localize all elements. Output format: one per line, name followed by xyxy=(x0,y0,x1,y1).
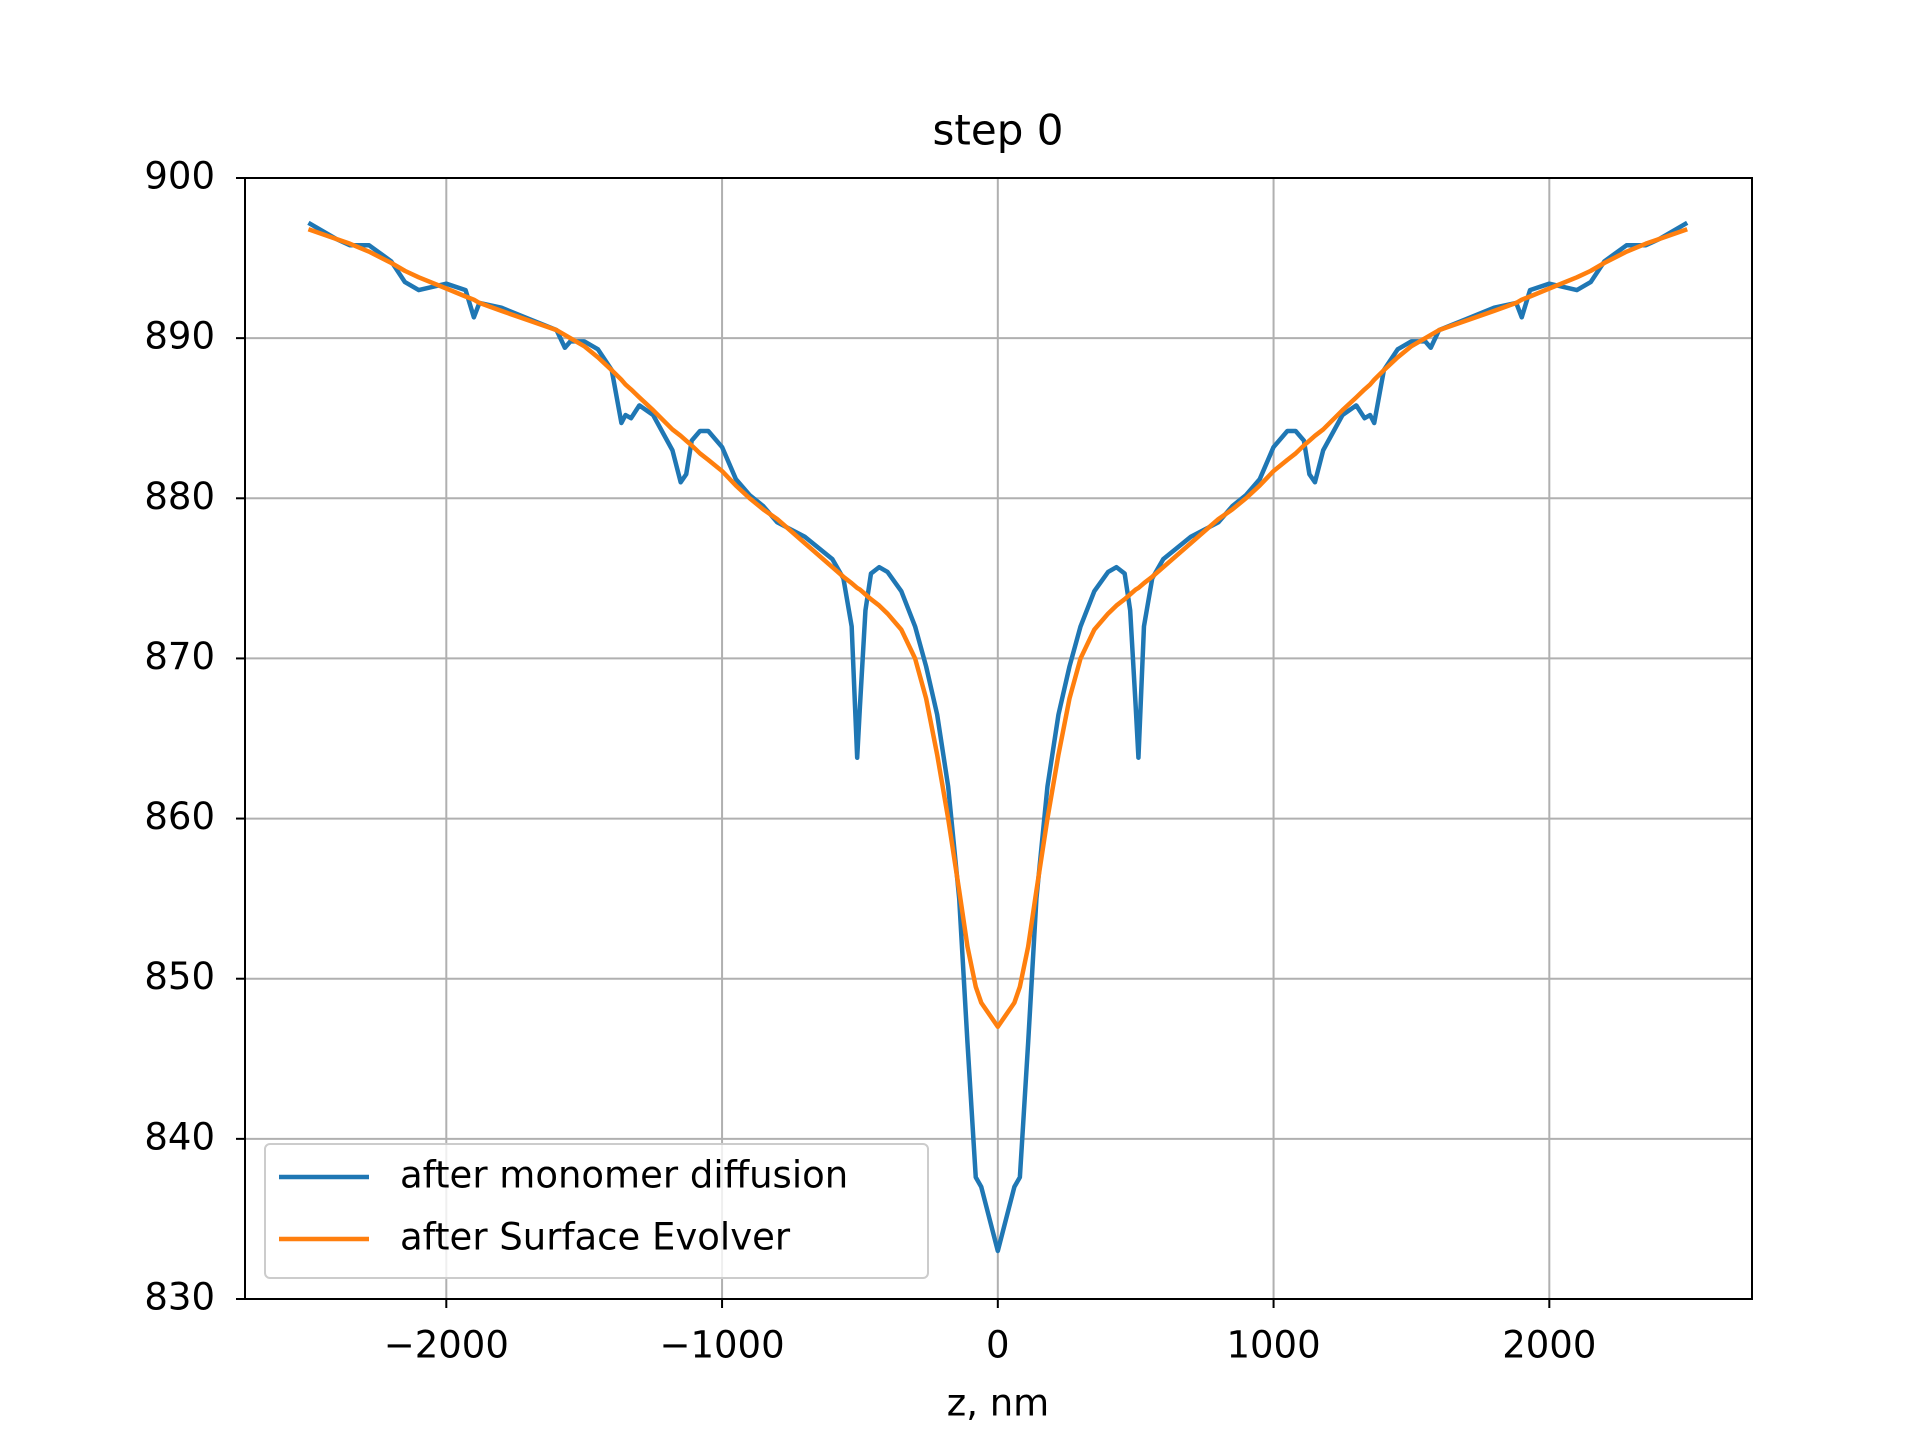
y-tick-label: 870 xyxy=(144,635,215,678)
y-tick-label: 830 xyxy=(144,1276,215,1319)
y-tick-label: 840 xyxy=(144,1115,215,1158)
legend-box xyxy=(264,1143,929,1279)
legend: after monomer diffusion after Surface Evo… xyxy=(264,1143,929,1279)
y-tick-label: 860 xyxy=(144,795,215,838)
plot-area xyxy=(307,220,1689,1254)
chart-title: step 0 xyxy=(933,106,1064,155)
data-line xyxy=(307,227,1688,1030)
x-tick-label: 1000 xyxy=(1226,1324,1320,1367)
x-tick-label: −1000 xyxy=(659,1324,784,1367)
x-tick-label: 0 xyxy=(986,1324,1010,1367)
y-tick-label: 900 xyxy=(144,155,215,198)
x-tick-label: −2000 xyxy=(384,1324,509,1367)
y-tick-label: 850 xyxy=(144,955,215,998)
y-tick-label: 880 xyxy=(144,475,215,518)
legend-label: after Surface Evolver xyxy=(400,1216,791,1259)
x-tick-label: 2000 xyxy=(1502,1324,1596,1367)
legend-label: after monomer diffusion xyxy=(400,1154,848,1197)
x-axis-label: z, nm xyxy=(947,1382,1049,1425)
y-tick-label: 890 xyxy=(144,315,215,358)
grid xyxy=(245,177,1752,1300)
